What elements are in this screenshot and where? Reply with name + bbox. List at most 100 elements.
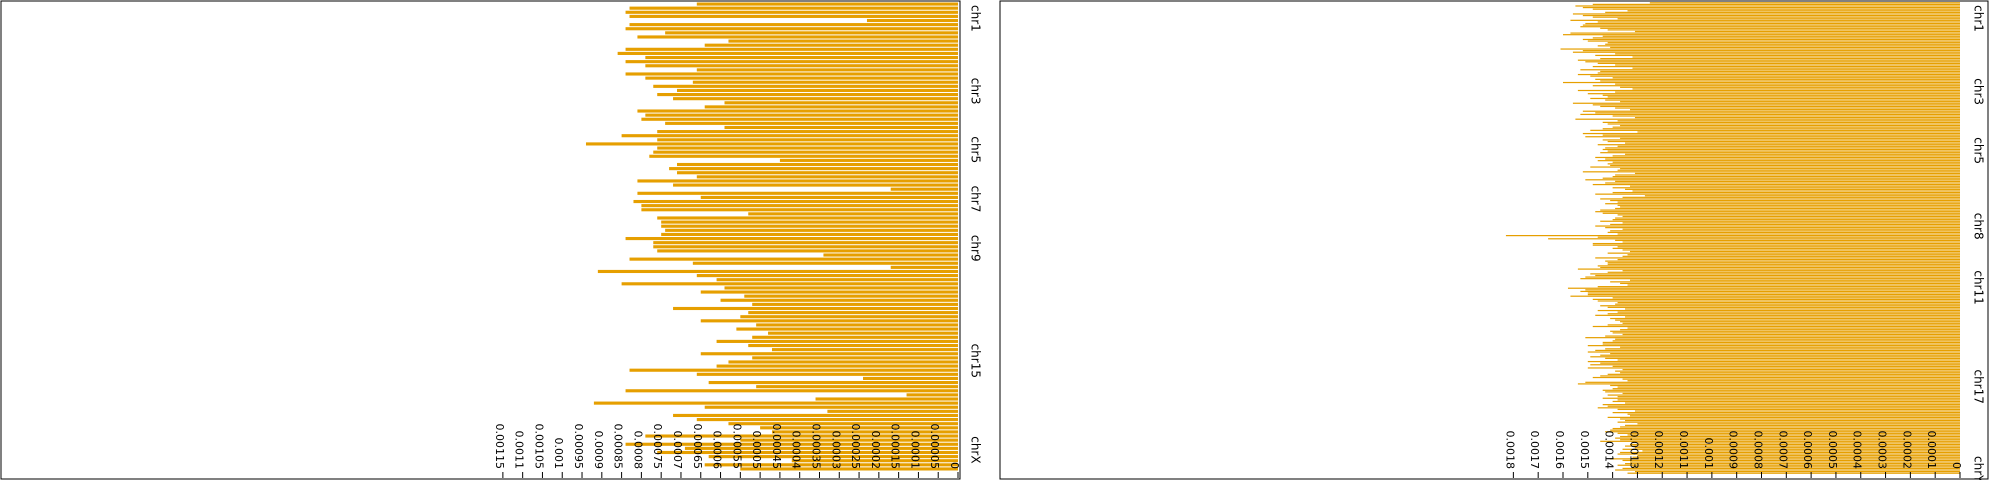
bar	[1637, 455, 1960, 457]
bar	[748, 311, 958, 315]
bar	[657, 450, 958, 455]
bar	[1592, 298, 1960, 300]
bar	[1632, 466, 1960, 468]
bar	[700, 290, 958, 294]
bar	[1577, 383, 1960, 385]
bar	[1627, 434, 1960, 436]
bar	[704, 463, 958, 467]
bar	[1592, 8, 1960, 10]
bar	[1592, 244, 1960, 246]
bar	[1607, 163, 1960, 165]
bar	[1505, 235, 1960, 237]
bar	[1602, 177, 1960, 179]
bar	[1592, 3, 1960, 5]
bar	[1582, 24, 1960, 26]
bar	[1592, 183, 1960, 186]
bar	[1620, 321, 1960, 323]
bar	[641, 117, 958, 121]
bar	[1585, 61, 1960, 63]
bar	[1622, 368, 1960, 371]
bar	[1605, 357, 1960, 359]
bar	[657, 138, 958, 142]
bar	[1590, 75, 1960, 77]
bar	[1622, 255, 1960, 257]
bar	[1585, 337, 1960, 339]
bar	[728, 360, 958, 364]
bar	[1595, 274, 1960, 277]
bar	[1595, 112, 1960, 114]
bar	[1605, 391, 1960, 393]
bar	[1620, 439, 1960, 441]
bar	[1615, 91, 1960, 93]
bar	[1560, 48, 1960, 50]
y-category-label: chrY	[1972, 456, 1986, 480]
x-tick-label: 0.0009	[592, 431, 605, 470]
bar	[1610, 317, 1960, 320]
bar	[704, 43, 958, 47]
bar	[1622, 196, 1960, 198]
y-axis: chr1 chr3 chr5 chr7 chr9 chr15 chrX	[969, 5, 983, 464]
bar	[1600, 27, 1960, 29]
x-tick-label: 0.00085	[612, 424, 625, 470]
bar	[1629, 185, 1960, 187]
bar	[633, 199, 958, 204]
bar	[1587, 351, 1960, 353]
bar	[696, 2, 958, 6]
bar	[625, 72, 958, 76]
chart-panel-1: 0 0.00005 0.0001 0.00015 0.0002 0.00025 0.0003…	[0, 0, 983, 480]
x-tick-label: 0.0006	[711, 431, 724, 470]
bar	[708, 380, 958, 385]
bar	[665, 228, 958, 232]
bar	[791, 459, 958, 463]
bar	[1612, 388, 1960, 390]
x-tick-label: 0.0006	[1801, 431, 1814, 470]
bar	[1605, 348, 1960, 350]
bar	[1607, 394, 1960, 396]
bar	[653, 84, 958, 88]
x-tick-label: 0.0016	[1553, 431, 1566, 470]
bar	[621, 134, 958, 138]
bar	[1592, 85, 1960, 87]
y-category-label: chr11	[1972, 270, 1986, 304]
bar	[1622, 467, 1960, 470]
bar	[815, 397, 958, 401]
bar	[1580, 113, 1960, 116]
bar	[1605, 431, 1960, 433]
bar	[1585, 381, 1960, 383]
x-tick-label: 0.00065	[691, 424, 704, 470]
bar	[1622, 333, 1960, 336]
bar	[1620, 346, 1960, 348]
bar	[1600, 105, 1960, 108]
chart-panel-2: 0 0.0001 0.0002 0.0003 0.0004 0.0005 0.0006 0.0…	[999, 0, 1989, 480]
bar	[1617, 18, 1960, 20]
bar	[1592, 37, 1960, 39]
bar	[1595, 78, 1960, 80]
bar	[1625, 316, 1960, 318]
bar	[779, 158, 958, 162]
bar	[1627, 10, 1960, 12]
bar	[752, 335, 958, 339]
bar	[1587, 40, 1960, 42]
bars	[1505, 2, 1960, 474]
bar	[1612, 340, 1960, 342]
bar	[1600, 70, 1960, 72]
bar	[696, 274, 958, 278]
bar	[1617, 421, 1960, 423]
bar	[1622, 249, 1960, 251]
bar	[1590, 129, 1960, 131]
bar	[1627, 254, 1960, 256]
bar	[1617, 214, 1960, 216]
y-category-label: chr5	[969, 136, 983, 163]
bar	[1617, 246, 1960, 248]
bar	[1587, 292, 1960, 294]
bar	[716, 364, 958, 368]
bar	[1610, 353, 1960, 355]
bar	[1629, 415, 1960, 417]
bar	[1602, 343, 1960, 345]
bar	[645, 113, 958, 117]
x-tick-label: 0.0002	[869, 431, 882, 470]
bar	[1605, 227, 1960, 229]
bar	[1585, 289, 1960, 291]
y-category-label: chr1	[1972, 5, 1986, 32]
bar	[1602, 389, 1960, 391]
